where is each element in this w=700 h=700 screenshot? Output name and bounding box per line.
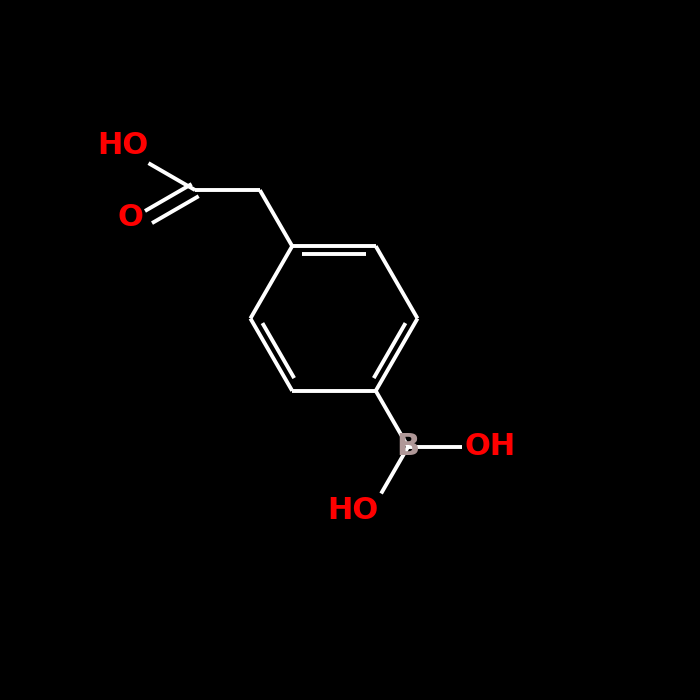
Text: B: B	[396, 433, 419, 461]
Text: OH: OH	[465, 433, 516, 461]
Text: O: O	[117, 202, 143, 232]
Text: HO: HO	[97, 132, 148, 160]
Text: HO: HO	[327, 496, 379, 525]
